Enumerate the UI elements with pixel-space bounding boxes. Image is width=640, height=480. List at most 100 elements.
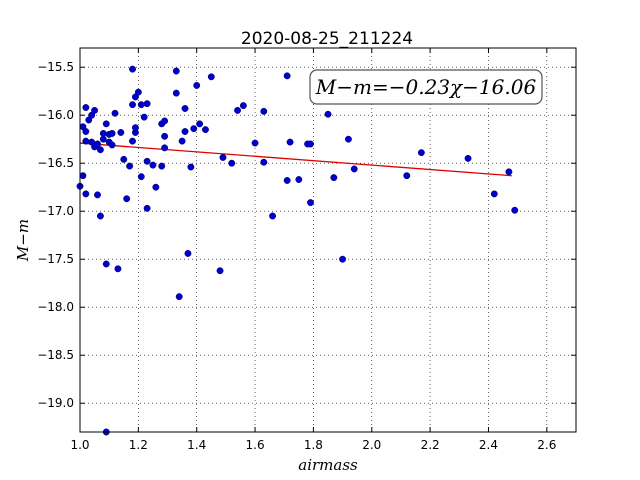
- data-point: [490, 190, 498, 198]
- data-point: [295, 176, 303, 183]
- y-tick-label: −15.5: [37, 60, 74, 74]
- data-point: [239, 102, 247, 110]
- x-tick-label: 1.0: [70, 438, 89, 452]
- data-point: [123, 195, 131, 203]
- data-point: [96, 212, 104, 220]
- x-tick-label: 1.2: [129, 438, 148, 452]
- data-point: [126, 162, 134, 170]
- data-point: [172, 67, 180, 75]
- data-point: [82, 190, 90, 198]
- data-point: [228, 159, 236, 167]
- data-point: [511, 206, 519, 214]
- data-point: [82, 137, 90, 145]
- data-point: [108, 129, 116, 137]
- data-point: [417, 149, 425, 157]
- data-point: [143, 204, 151, 212]
- data-point: [283, 177, 291, 184]
- equation-annotation-box: M−m=−0.23χ−16.06: [309, 69, 543, 105]
- y-tick-label: −16.0: [37, 108, 74, 122]
- points-layer: [76, 65, 519, 436]
- y-tick-label: −19.0: [37, 396, 74, 410]
- data-point: [143, 157, 151, 165]
- x-axis-label: airmass: [298, 456, 358, 474]
- x-tick-label: 1.8: [304, 438, 323, 452]
- annotation-frame: [309, 69, 543, 105]
- data-point: [102, 260, 110, 268]
- x-tick-label: 1.6: [246, 438, 265, 452]
- data-point: [190, 125, 198, 133]
- y-tick-label: −17.0: [37, 204, 74, 218]
- y-axis-label: M−m: [14, 219, 32, 262]
- data-point: [134, 88, 142, 96]
- data-point: [403, 172, 411, 180]
- data-point: [137, 101, 145, 109]
- data-point: [161, 117, 169, 125]
- plot-frame: [79, 47, 577, 433]
- data-point: [152, 183, 160, 191]
- data-point: [137, 173, 145, 181]
- data-point: [99, 129, 107, 137]
- y-tick-label: −18.5: [37, 348, 74, 362]
- data-point: [193, 81, 201, 89]
- data-point: [161, 144, 169, 152]
- y-tick-label: −18.0: [37, 300, 74, 314]
- data-point: [344, 135, 352, 143]
- data-point: [202, 126, 209, 134]
- data-point: [114, 265, 122, 273]
- x-tick-label: 2.6: [537, 438, 556, 452]
- data-point: [149, 161, 157, 169]
- data-point: [111, 109, 119, 117]
- data-point: [187, 163, 195, 171]
- data-point: [102, 120, 110, 128]
- data-point: [129, 101, 136, 109]
- data-point: [350, 165, 358, 173]
- data-point: [234, 106, 242, 114]
- data-point: [129, 137, 136, 145]
- data-point: [129, 65, 136, 73]
- data-point: [82, 104, 90, 111]
- data-point: [184, 249, 192, 257]
- fit-line: [79, 142, 512, 177]
- data-point: [131, 124, 139, 132]
- data-point: [158, 162, 166, 170]
- x-tick-label: 2.2: [421, 438, 440, 452]
- data-point: [216, 267, 224, 275]
- data-point: [120, 155, 128, 163]
- data-point: [82, 128, 90, 135]
- data-point: [161, 132, 169, 140]
- data-point: [207, 73, 215, 81]
- x-tick-label: 2.4: [479, 438, 498, 452]
- fit-layer: [79, 142, 512, 177]
- data-point: [307, 199, 314, 207]
- data-point: [260, 107, 268, 115]
- data-point: [175, 293, 183, 301]
- data-point: [79, 172, 87, 180]
- data-point: [219, 153, 227, 161]
- data-point: [91, 106, 99, 114]
- ticks-layer: [79, 48, 576, 432]
- tick-labels: 1.0 1.2 1.4 1.6 1.8 2.0 2.2 2.4 2.6 −15.5 −16.0 −16…: [37, 60, 556, 452]
- data-point: [464, 154, 472, 162]
- data-point: [108, 141, 116, 149]
- data-point: [269, 212, 277, 220]
- data-point: [140, 113, 148, 121]
- data-point: [196, 120, 204, 128]
- data-point: [251, 139, 259, 147]
- data-point: [172, 89, 180, 97]
- data-point: [505, 168, 513, 176]
- data-point: [286, 138, 294, 146]
- data-point: [178, 137, 186, 145]
- data-point: [181, 105, 189, 112]
- y-tick-label: −16.5: [37, 156, 74, 170]
- y-tick-label: −17.5: [37, 252, 74, 266]
- x-tick-label: 2.0: [362, 438, 381, 452]
- data-point: [117, 129, 125, 136]
- data-point: [324, 110, 332, 118]
- data-point: [330, 174, 338, 182]
- data-point: [260, 158, 268, 166]
- x-tick-label: 1.4: [187, 438, 206, 452]
- data-point: [143, 100, 151, 108]
- chart-title: 2020-08-25_211224: [241, 29, 413, 49]
- data-point: [307, 140, 314, 148]
